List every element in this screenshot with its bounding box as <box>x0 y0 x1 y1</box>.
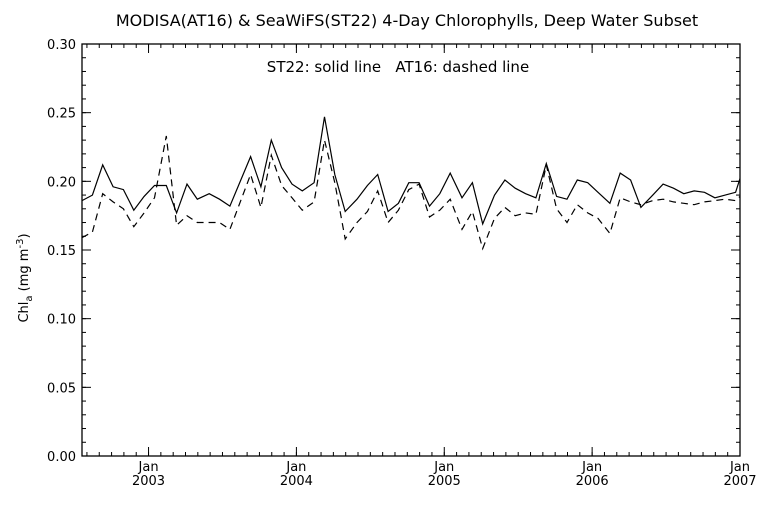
series-lines <box>81 116 741 251</box>
x-tick-month-label: Jan <box>433 460 454 475</box>
x-tick-month-label: Jan <box>138 460 159 475</box>
axis-ticks <box>82 43 741 457</box>
y-tick-label: 0.25 <box>47 107 76 122</box>
chart-title: MODISA(AT16) & SeaWiFS(ST22) 4-Day Chlor… <box>116 11 698 30</box>
tick-labels: 0.000.050.100.150.200.250.30Jan2003Jan20… <box>47 38 757 489</box>
y-tick-label: 0.15 <box>47 244 76 259</box>
y-tick-label: 0.10 <box>47 313 76 328</box>
x-tick-year-label: 2003 <box>132 474 165 489</box>
x-tick-year-label: 2006 <box>576 474 609 489</box>
series-line-st22 <box>81 116 741 226</box>
x-tick-year-label: 2004 <box>280 474 313 489</box>
series-line-at16 <box>81 135 741 251</box>
y-tick-label: 0.20 <box>47 175 76 190</box>
x-tick-year-label: 2005 <box>428 474 461 489</box>
x-tick-month-label: Jan <box>729 460 750 475</box>
y-tick-label: 0.00 <box>47 450 76 465</box>
x-tick-month-label: Jan <box>581 460 602 475</box>
plot-frame <box>81 43 741 457</box>
x-tick-year-label: 2007 <box>723 474 756 489</box>
legend-annotation: ST22: solid line AT16: dashed line <box>267 58 529 76</box>
y-tick-label: 0.30 <box>47 38 76 53</box>
x-tick-month-label: Jan <box>285 460 306 475</box>
y-tick-label: 0.05 <box>47 381 76 396</box>
y-axis-label: Chla (mg m-3) <box>15 233 35 322</box>
